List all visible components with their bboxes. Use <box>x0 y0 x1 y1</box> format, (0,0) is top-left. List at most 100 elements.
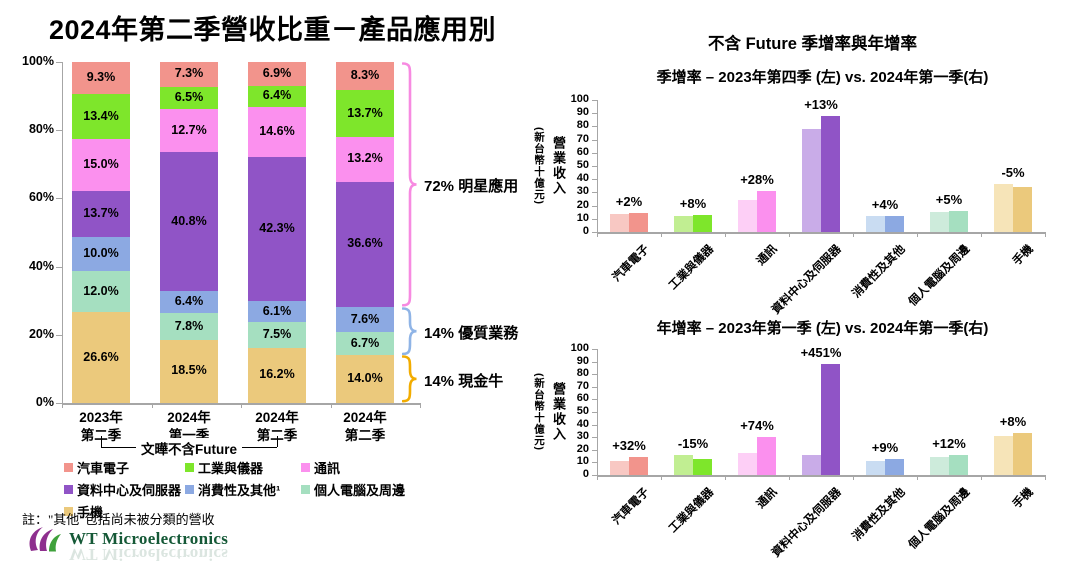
bar-segment <box>336 136 394 182</box>
group-bracket-label: 文曄不含Future <box>136 438 242 458</box>
x-axis-tick <box>151 403 153 408</box>
x-axis-line <box>597 232 1045 234</box>
bar-segment <box>336 306 394 333</box>
y-axis-tick <box>592 139 597 141</box>
legend-label: 工業與儀器 <box>198 461 264 476</box>
legend-item: 汽車電子 <box>64 458 185 477</box>
bar-current-period <box>949 455 968 475</box>
y-axis-tick <box>592 424 597 426</box>
x-category-label: 手機 <box>1010 486 1036 511</box>
y-tick-label: 0 <box>582 225 589 237</box>
segment-value-label: 15.0% <box>83 156 119 171</box>
bar-previous-period <box>610 213 629 232</box>
y-axis-unit-label: (新台幣十億元) <box>533 127 545 205</box>
y-axis-tick <box>592 462 597 464</box>
bar-current-period <box>693 214 712 232</box>
bar-segment <box>72 139 130 191</box>
x-category-line: 2024年 <box>343 410 387 425</box>
page-title: 2024年第二季營收比重－產品應用別 <box>48 15 497 45</box>
segment-value-label: 13.2% <box>347 151 383 166</box>
x-category-label: 汽車電子 <box>610 486 652 528</box>
legend-item: 工業與儀器 <box>185 458 301 477</box>
segment-value-label: 13.7% <box>347 105 383 120</box>
bar-current-period <box>885 459 904 475</box>
growth-rate-label: +5% <box>935 192 963 208</box>
y-axis-unit-label: (新台幣十億元) <box>533 373 545 451</box>
x-axis-tick <box>789 475 790 480</box>
y-axis-name-label: 營業收入 <box>551 382 566 442</box>
x-axis-tick <box>597 232 598 237</box>
y-tick-label: 90 <box>576 354 589 367</box>
company-logo: WT Microelectronics WT Microelectronics <box>26 524 228 562</box>
x-category-label: 消費性及其他 <box>850 486 908 544</box>
segment-value-label: 16.2% <box>259 367 295 382</box>
y-axis-tick <box>592 192 597 194</box>
segment-value-label: 6.5% <box>174 89 204 104</box>
bar-current-period <box>757 436 776 475</box>
y-tick-label: 80% <box>28 122 54 137</box>
legend-label: 汽車電子 <box>77 461 130 476</box>
y-tick-label: 70 <box>576 379 589 392</box>
y-axis-tick <box>56 62 62 63</box>
growth-rate-label: -15% <box>677 436 709 452</box>
x-axis-tick <box>725 475 726 480</box>
bar-previous-period <box>802 454 821 475</box>
y-axis-tick <box>592 437 597 439</box>
bar-segment <box>248 85 306 108</box>
legend-item: 手機 <box>64 502 185 521</box>
y-tick-label: 60 <box>576 145 589 158</box>
y-tick-label: 100% <box>22 54 54 68</box>
bar-previous-period <box>930 457 949 475</box>
brace-icon <box>402 62 417 307</box>
legend-label: 消費性及其他¹ <box>198 483 281 498</box>
growth-rate-label: +2% <box>615 194 643 210</box>
legend-swatch-icon <box>301 463 310 472</box>
segment-value-label: 6.9% <box>262 65 292 80</box>
bar-segment <box>248 62 306 86</box>
y-axis-tick <box>592 113 597 115</box>
x-axis-tick <box>661 232 662 237</box>
x-category-label: 2024年 第二季 <box>320 409 410 444</box>
x-axis-tick <box>853 232 854 237</box>
yoy-chart-title: 年增率 – 2023年第一季 (左) vs. 2024年第一季(右) <box>656 320 989 337</box>
bar-previous-period <box>802 129 821 232</box>
legend-label: 個人電腦及周邊 <box>314 483 406 498</box>
y-tick-label: 90 <box>576 106 589 119</box>
y-tick-label: 80 <box>576 119 589 132</box>
bar-current-period <box>821 115 840 232</box>
x-axis-tick <box>597 475 598 480</box>
legend-item: 消費性及其他¹ <box>185 480 301 499</box>
bar-segment <box>72 190 130 238</box>
bar-segment <box>160 339 218 403</box>
segment-value-label: 7.5% <box>262 326 292 341</box>
bar-current-period <box>629 213 648 232</box>
y-tick-label: 80 <box>576 367 589 380</box>
legend-label: 通訊 <box>314 461 341 476</box>
legend-label: 資料中心及伺服器 <box>77 483 182 498</box>
bar-segment <box>248 347 306 403</box>
legend-swatch-icon <box>301 485 310 494</box>
bar-segment <box>160 109 218 153</box>
y-axis-tick <box>592 152 597 154</box>
x-axis-tick <box>789 232 790 237</box>
y-axis-tick <box>56 334 62 336</box>
y-tick-label: 50 <box>576 405 589 417</box>
y-axis-tick <box>592 361 597 363</box>
bar-current-period <box>1013 432 1032 475</box>
x-category-line: 第二季 <box>80 427 122 443</box>
x-category-label: 通訊 <box>754 486 780 511</box>
x-category-line: 2024年 <box>255 410 299 425</box>
y-tick-label: 10 <box>576 211 589 224</box>
y-tick-label: 10 <box>576 455 589 468</box>
y-tick-label: 0% <box>35 395 54 409</box>
segment-value-label: 6.4% <box>262 88 292 103</box>
bar-segment <box>336 332 394 356</box>
growth-rate-label: +13% <box>804 96 838 112</box>
bar-segment <box>160 86 218 110</box>
x-axis-tick <box>917 475 918 480</box>
growth-rate-label: +4% <box>871 196 899 212</box>
segment-value-label: 12.7% <box>171 122 207 137</box>
x-axis-line <box>597 475 1045 477</box>
bar-previous-period <box>866 460 885 475</box>
